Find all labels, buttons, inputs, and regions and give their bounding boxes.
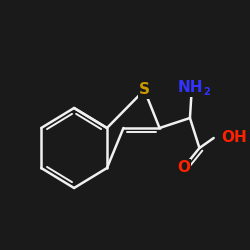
- Text: OH: OH: [221, 130, 247, 146]
- Text: O: O: [177, 160, 190, 176]
- Text: S: S: [139, 82, 150, 98]
- Text: 2: 2: [203, 87, 210, 97]
- Text: NH: NH: [177, 80, 203, 96]
